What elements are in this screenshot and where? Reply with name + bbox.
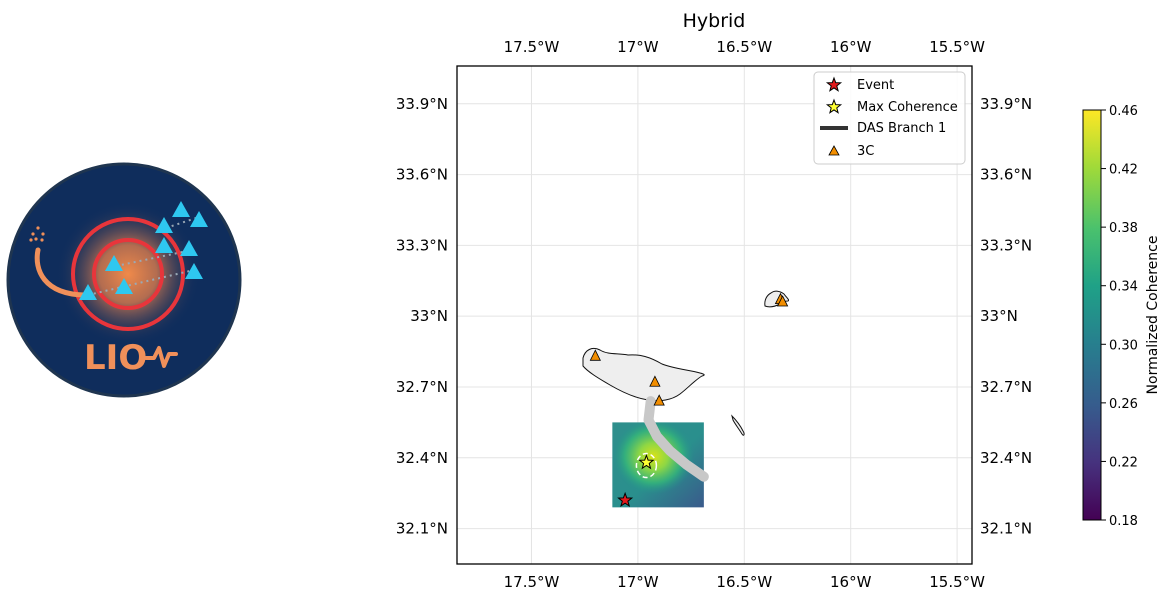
madeira-island [582,347,705,402]
das-cable-line [643,396,709,482]
lat-tick-label: 33.6°N [396,166,448,184]
lon-tick-labels-top: 17.5°W 17°W 16.5°W 16°W 15.5°W [504,38,986,56]
chart-title: Hybrid [683,10,746,32]
lon-tick-label: 15.5°W [929,573,985,591]
lon-tick-label: 16.5°W [716,38,772,56]
colorbar-tick-label: 0.42 [1109,163,1138,178]
colorbar-tick-label: 0.26 [1109,397,1138,412]
lat-tick-labels-left: 33.9°N 33.6°N 33.3°N 33°N 32.7°N 32.4°N 32.1°N [396,95,448,538]
station-3c-marker [649,375,661,387]
lat-tick-label: 32.4°N [980,449,1032,467]
lat-tick-label: 32.1°N [396,520,448,538]
lon-tick-label: 15.5°W [929,38,985,56]
legend-3c-marker [828,145,840,156]
lon-tick-label: 17.5°W [504,38,560,56]
legend-event-label: Event [857,78,894,93]
lat-tick-label: 33.9°N [396,95,448,113]
legend-3c-label: 3C [857,144,874,159]
lat-tick-label: 33.3°N [980,236,1032,254]
lio-logo: LIO [6,162,242,398]
legend-das-label: DAS Branch 1 [857,121,946,136]
station-3c-marker [776,295,789,307]
lat-tick-label: 33.3°N [396,236,448,254]
max-coherence-marker [638,454,655,470]
lon-tick-label: 16.5°W [716,573,772,591]
legend-max-coherence-marker [825,98,843,114]
colorbar-tick-label: 0.34 [1109,280,1138,295]
desertas-island [731,414,745,436]
legend: Event Max Coherence DAS Branch 1 3C [813,71,966,165]
lat-tick-label: 32.1°N [980,520,1032,538]
lat-tick-labels-right: 33.9°N 33.6°N 33.3°N 33°N 32.7°N 32.4°N 32.1°N [980,95,1032,538]
lon-tick-label: 17°W [617,38,659,56]
lat-tick-label: 33°N [980,307,1018,325]
lat-tick-label: 32.7°N [980,378,1032,396]
lon-tick-label: 16°W [830,38,872,56]
legend-max-coherence-label: Max Coherence [857,100,958,115]
legend-event-marker [825,76,843,92]
lat-tick-label: 33°N [410,307,448,325]
logo-text: LIO [84,338,147,378]
colorbar-tick-label: 0.22 [1109,455,1138,470]
colorbar-tick-label: 0.18 [1109,514,1138,529]
colorbar-label: Normalized Coherence [1145,236,1161,395]
colorbar-tick-label: 0.30 [1109,338,1138,353]
station-3c-marker [653,394,665,406]
colorbar-tick-label: 0.38 [1109,221,1138,236]
lat-tick-label: 33.9°N [980,95,1032,113]
colorbar: 0.46 0.42 0.38 0.34 0.30 0.26 0.22 0.18 Normali… [1082,104,1161,529]
lon-tick-label: 17°W [617,573,659,591]
event-marker [617,491,634,508]
lat-tick-label: 32.4°N [396,449,448,467]
lon-tick-label: 16°W [830,573,872,591]
lon-tick-labels-bottom: 17.5°W 17°W 16.5°W 16°W 15.5°W [504,573,986,591]
station-3c-marker [589,349,601,361]
grid-lines [457,66,972,564]
lon-tick-label: 17.5°W [504,573,560,591]
colorbar-tick-label: 0.46 [1109,104,1138,119]
stations-3c [589,292,789,406]
lat-tick-label: 32.7°N [396,378,448,396]
map-axes-frame [456,65,973,565]
lat-tick-label: 33.6°N [980,166,1032,184]
